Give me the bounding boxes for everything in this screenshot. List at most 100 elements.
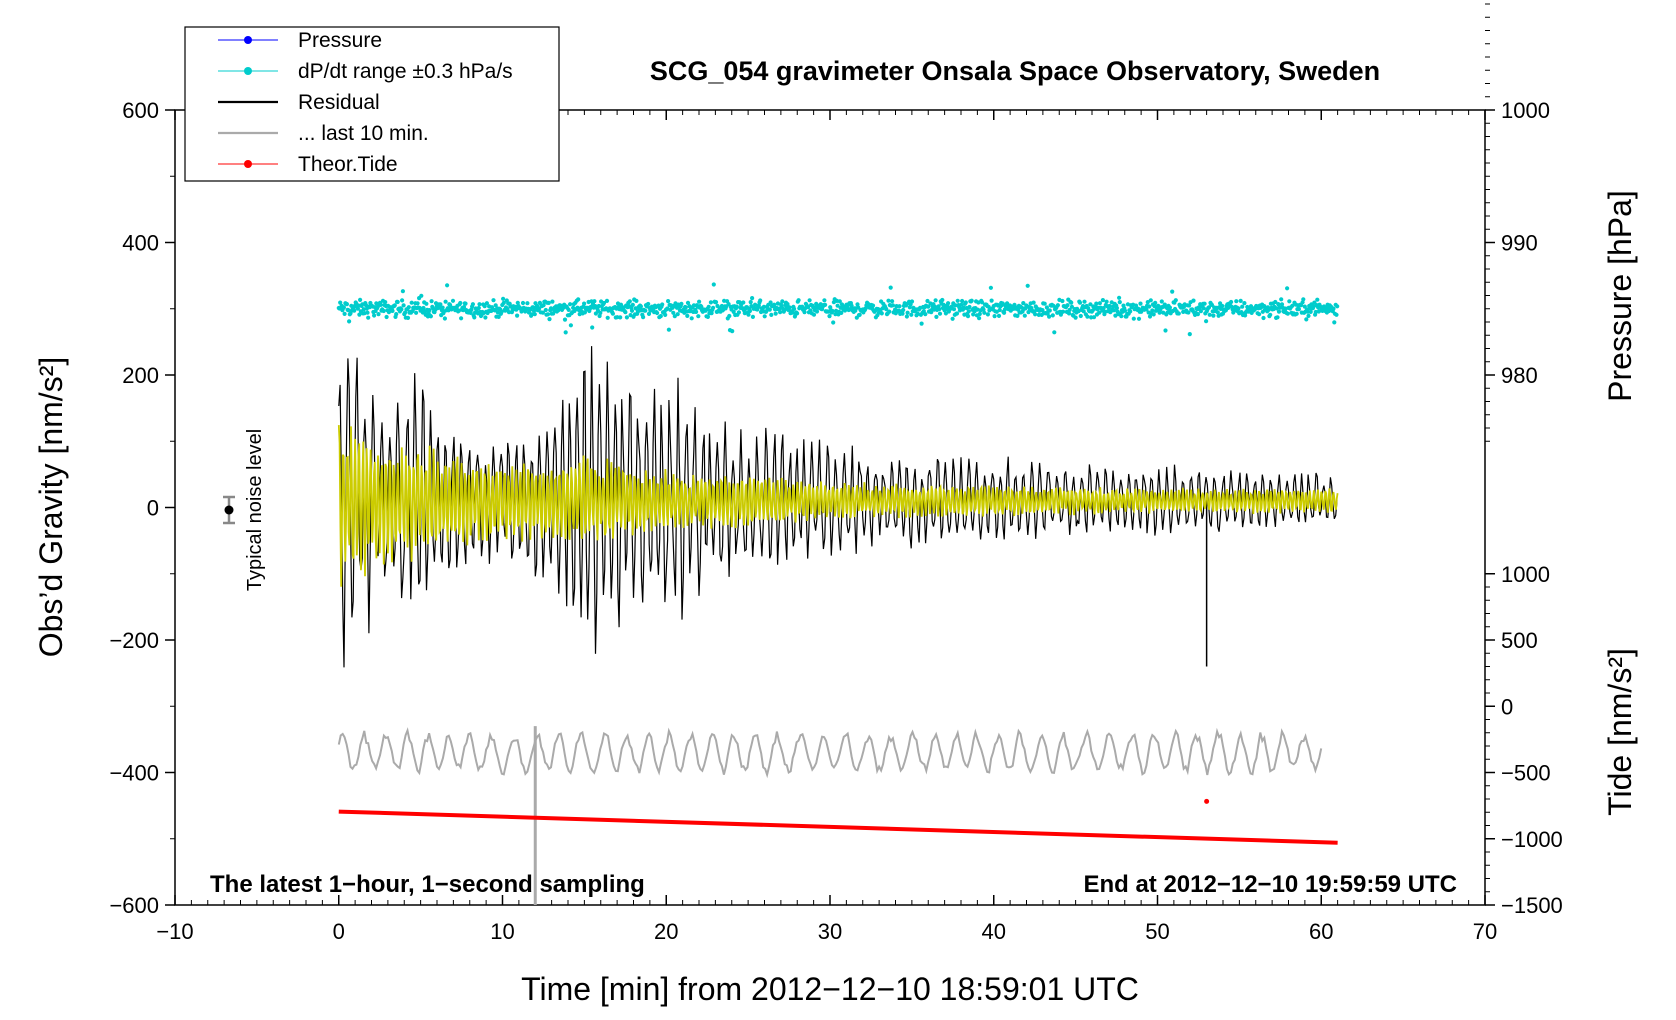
dpdt-point (753, 302, 758, 307)
dpdt-point (1238, 298, 1243, 303)
dpdt-point (1067, 307, 1072, 312)
dpdt-point (988, 285, 994, 290)
dpdt-point (543, 307, 548, 313)
dpdt-point (482, 304, 487, 309)
dpdt-point (1111, 308, 1116, 313)
dpdt-point (1119, 314, 1124, 319)
dpdt-point (1025, 283, 1030, 288)
dpdt-point (823, 302, 828, 307)
dpdt-point (1055, 303, 1060, 308)
dpdt-point (1220, 303, 1225, 309)
dpdt-point (1332, 320, 1337, 325)
dpdt-point (711, 282, 716, 287)
dpdt-point (933, 298, 938, 303)
dpdt-point (1069, 304, 1074, 309)
dpdt-point (1215, 310, 1220, 315)
y-pressure-axis-title: Pressure [hPa] (1602, 190, 1638, 402)
dpdt-point (1302, 304, 1307, 309)
dpdt-point (1294, 311, 1299, 316)
dpdt-point (1131, 316, 1136, 321)
dpdt-point (768, 300, 773, 305)
dpdt-point (470, 302, 475, 307)
dpdt-point (660, 302, 665, 307)
dpdt-point (1279, 302, 1285, 307)
dpdt-point (879, 311, 884, 316)
dpdt-point (547, 317, 552, 322)
dpdt-point (734, 304, 739, 309)
dpdt-point (685, 300, 691, 305)
ticks-layer: −10 0 10 20 30 40 50 60 70 −600 −400 −200 0 200 400 600… (109, 3, 1563, 944)
dpdt-point (758, 298, 763, 303)
dpdt-point (341, 305, 346, 310)
x-tick-label: 20 (654, 919, 678, 944)
dpdt-point (708, 300, 714, 305)
dpdt-point (604, 298, 610, 303)
dpdt-point (1167, 305, 1172, 310)
legend-marker (244, 36, 252, 44)
dpdt-point (540, 310, 546, 315)
dpdt-point (1031, 300, 1036, 305)
dpdt-point (392, 303, 397, 308)
dpdt-point (483, 315, 488, 320)
dpdt-point (400, 289, 405, 294)
dpdt-point (1122, 308, 1128, 313)
dpdt-point (884, 307, 889, 312)
dpdt-point (378, 302, 383, 307)
dpdt-point (531, 308, 537, 313)
dpdt-point (550, 299, 555, 304)
dpdt-point (989, 298, 994, 303)
dpdt-point (1150, 308, 1155, 313)
dpdt-point (890, 299, 895, 304)
dpdt-point (415, 301, 420, 306)
legend: Pressure dP/dt range ±0.3 hPa/s Residual..… (184, 26, 560, 182)
dpdt-point (515, 313, 520, 318)
dpdt-point (601, 300, 607, 306)
dpdt-point (663, 312, 668, 317)
dpdt-point (563, 330, 568, 335)
dpdt-point (655, 310, 660, 316)
dpdt-point (1186, 310, 1191, 315)
dpdt-point (900, 311, 905, 316)
data-layer (336, 282, 1340, 905)
y-tide-tick-label: −500 (1501, 761, 1551, 786)
dpdt-point (1101, 306, 1106, 311)
dpdt-point (839, 310, 844, 315)
annotation-end-time: End at 2012−12−10 19:59:59 UTC (1083, 871, 1457, 898)
y-left-tick-label: −200 (109, 628, 159, 653)
dpdt-point (529, 312, 534, 317)
dpdt-point (532, 312, 537, 317)
dpdt-point (675, 312, 680, 317)
dpdt-point (992, 314, 997, 319)
noise-level-indicator: Typical noise level (223, 429, 266, 591)
dpdt-point (1306, 313, 1311, 318)
x-tick-label: 30 (818, 919, 842, 944)
dpdt-point (375, 304, 380, 309)
dpdt-point (1060, 298, 1065, 304)
dpdt-point (381, 308, 386, 314)
dpdt-point (966, 309, 971, 314)
dpdt-point (357, 312, 362, 317)
dpdt-point (831, 320, 836, 325)
y-pressure-tick-label: 990 (1501, 231, 1538, 256)
dpdt-point (953, 303, 958, 308)
dpdt-point (346, 308, 351, 313)
dpdt-point (750, 296, 755, 301)
dpdt-point (1033, 312, 1038, 317)
dpdt-point (440, 305, 445, 310)
x-tick-label: 50 (1145, 919, 1169, 944)
dpdt-point (1107, 303, 1112, 309)
dpdt-point (1211, 313, 1216, 318)
dpdt-point (545, 312, 551, 317)
dpdt-point (1204, 319, 1209, 324)
legend-marker (244, 160, 252, 168)
legend-marker (244, 67, 252, 75)
dpdt-point (1201, 306, 1206, 311)
dpdt-point (629, 308, 635, 313)
dpdt-point (424, 301, 429, 306)
dpdt-point (610, 311, 616, 316)
dpdt-point (666, 327, 672, 332)
dpdt-point (1290, 303, 1295, 308)
dpdt-point (582, 301, 587, 306)
dpdt-point (1276, 302, 1281, 307)
